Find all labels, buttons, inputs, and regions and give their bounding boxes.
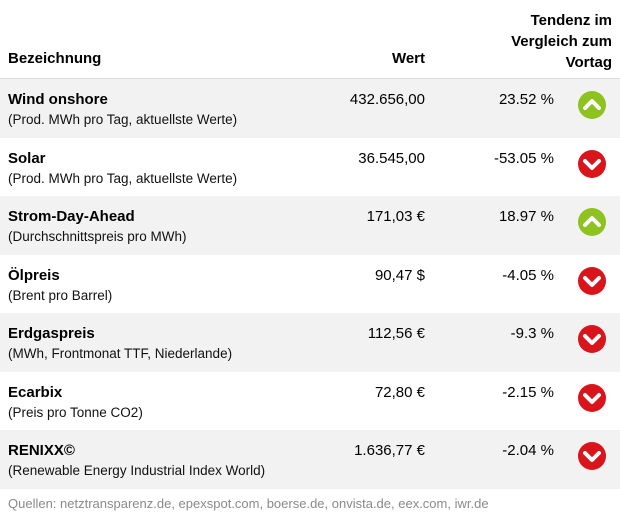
- table-row: RENIXX© (Renewable Energy Industrial Inde…: [0, 430, 620, 489]
- row-change-percent: -2.04 %: [502, 442, 554, 459]
- row-value: 1.636,77 €: [354, 442, 425, 459]
- chevron-down-circle-icon: [578, 149, 606, 178]
- sources-footer: Quellen: netztransparenz.de, epexspot.co…: [8, 496, 489, 511]
- chevron-down-circle-icon: [578, 266, 606, 295]
- chevron-up-circle-icon: [578, 208, 606, 236]
- row-value: 36.545,00: [358, 149, 425, 167]
- column-header-trend-line3: Vortag: [565, 54, 612, 71]
- row-description: (Preis pro Tonne CO2): [8, 404, 143, 420]
- chevron-down-circle-icon: [578, 442, 606, 470]
- table-row: Ölpreis (Brent pro Barrel) 90,47 $ -4.05 %: [0, 254, 620, 313]
- row-change-percent: -4.05 %: [502, 266, 554, 284]
- column-header-name: Bezeichnung: [8, 50, 102, 67]
- row-description: (Prod. MWh pro Tag, aktuellste Werte): [8, 112, 238, 127]
- table-row: Ecarbix (Preis pro Tonne CO2) 72,80 € -2.15…: [0, 371, 620, 430]
- column-header-trend-line1: Tendenz im: [530, 12, 612, 29]
- row-name: Ecarbix: [8, 383, 63, 401]
- row-name: Solar: [8, 149, 46, 167]
- table-row: Erdgaspreis (MWh, Frontmonat TTF, Niederl…: [0, 313, 620, 372]
- table-row: Wind onshore (Prod. MWh pro Tag, aktuells…: [0, 79, 620, 138]
- table-row: Strom-Day-Ahead (Durchschnittspreis pro M…: [0, 196, 620, 255]
- table-body: Wind onshore (Prod. MWh pro Tag, aktuells…: [0, 79, 620, 489]
- table-row: Solar (Prod. MWh pro Tag, aktuellste Wert…: [0, 137, 620, 196]
- row-description: (MWh, Frontmonat TTF, Niederlande): [8, 346, 233, 361]
- row-change-percent: 18.97 %: [498, 208, 554, 225]
- row-name: Wind onshore: [8, 91, 108, 108]
- chevron-down-circle-icon: [578, 383, 606, 412]
- row-value: 90,47 $: [374, 266, 425, 284]
- column-header-value: Wert: [391, 50, 425, 67]
- row-description: (Renewable Energy Industrial Index World…: [8, 463, 266, 478]
- chevron-up-circle-icon: [578, 91, 606, 119]
- row-description: (Durchschnittspreis pro MWh): [8, 229, 187, 244]
- row-name: RENIXX©: [8, 442, 75, 459]
- row-description: (Prod. MWh pro Tag, aktuellste Werte): [8, 170, 238, 186]
- row-value: 171,03 €: [366, 208, 425, 225]
- chevron-down-circle-icon: [578, 325, 606, 353]
- column-header-trend: Tendenz im Vergleich zum Vortag: [472, 10, 612, 73]
- row-value: 72,80 €: [374, 383, 425, 401]
- row-value: 112,56 €: [367, 325, 425, 342]
- table-header: Bezeichnung Wert Tendenz im Vergleich zu…: [0, 0, 620, 79]
- row-change-percent: -9.3 %: [510, 325, 554, 342]
- row-name: Ölpreis: [8, 266, 60, 284]
- market-data-table: Bezeichnung Wert Tendenz im Vergleich zu…: [0, 0, 620, 489]
- column-header-trend-line2: Vergleich zum: [511, 33, 612, 50]
- row-change-percent: 23.52 %: [498, 91, 554, 108]
- row-description: (Brent pro Barrel): [8, 287, 113, 303]
- row-change-percent: -53.05 %: [493, 149, 554, 167]
- row-name: Strom-Day-Ahead: [8, 208, 135, 225]
- row-name: Erdgaspreis: [8, 325, 95, 342]
- row-change-percent: -2.15 %: [502, 383, 554, 401]
- row-value: 432.656,00: [349, 91, 425, 108]
